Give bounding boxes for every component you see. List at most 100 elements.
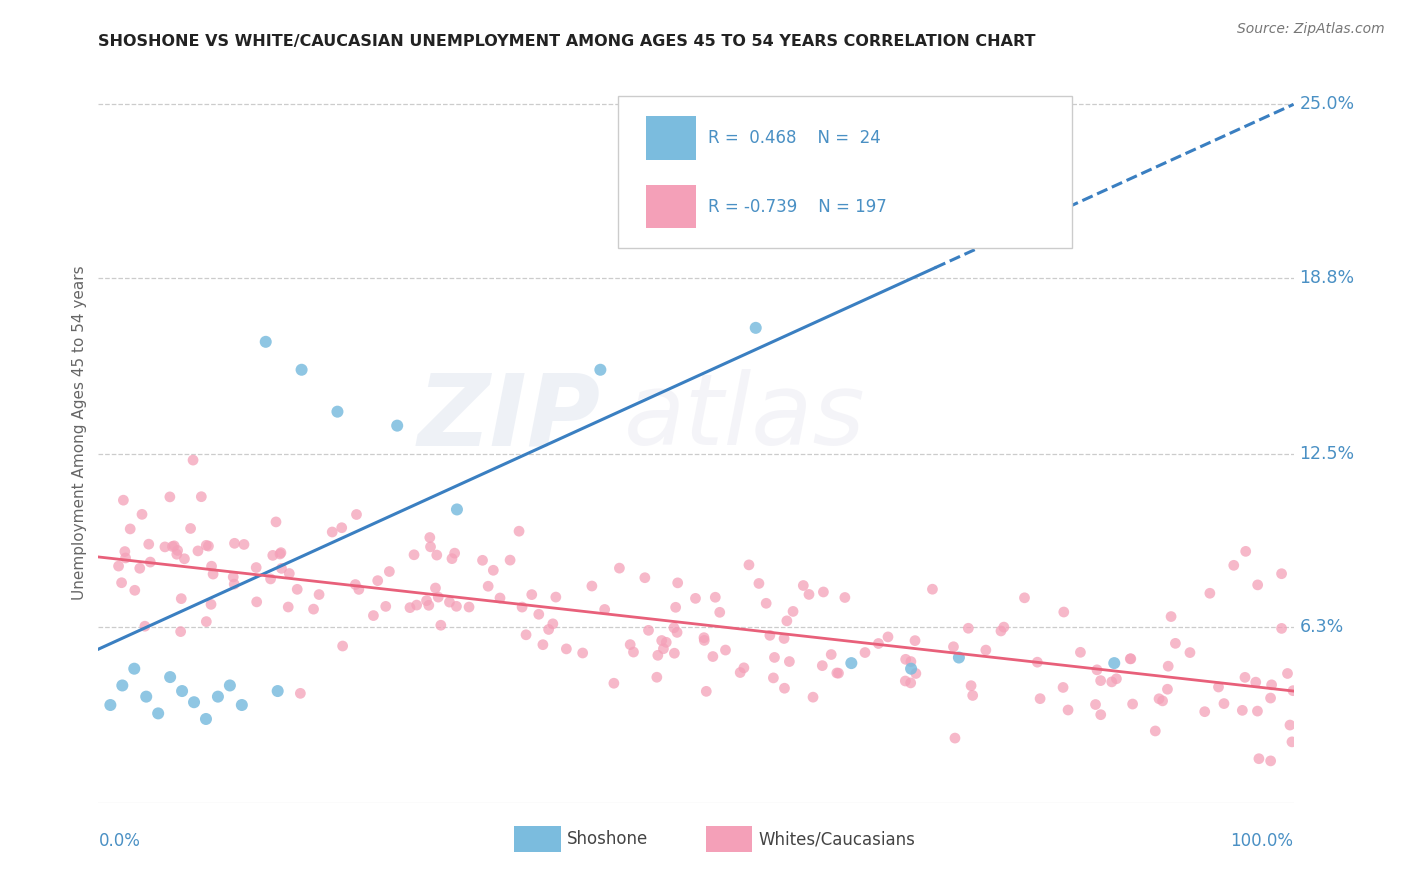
Point	[990, 624, 1012, 638]
Point	[1199, 586, 1222, 600]
Point	[254, 334, 277, 349]
Point	[107, 559, 129, 574]
Point	[200, 559, 222, 574]
Point	[259, 572, 281, 586]
Point	[1247, 578, 1270, 592]
Point	[138, 537, 160, 551]
Text: 0.0%: 0.0%	[98, 832, 141, 850]
Point	[1119, 652, 1142, 666]
Point	[290, 686, 312, 700]
Point	[321, 524, 343, 539]
Text: R =  0.468    N =  24: R = 0.468 N = 24	[709, 129, 880, 147]
Point	[477, 579, 499, 593]
Point	[571, 646, 593, 660]
Point	[374, 599, 396, 614]
Point	[114, 544, 136, 558]
FancyBboxPatch shape	[645, 185, 696, 228]
Point	[267, 684, 290, 698]
Point	[131, 508, 153, 522]
Point	[581, 579, 603, 593]
Point	[169, 624, 191, 639]
Text: 100.0%: 100.0%	[1230, 832, 1294, 850]
Point	[135, 690, 157, 704]
Point	[868, 636, 890, 650]
Point	[609, 561, 631, 575]
Point	[180, 521, 202, 535]
Point	[603, 676, 626, 690]
Point	[904, 666, 927, 681]
Point	[278, 566, 301, 581]
Point	[440, 551, 463, 566]
Point	[367, 574, 389, 588]
Point	[166, 547, 188, 561]
Point	[139, 555, 162, 569]
Point	[853, 646, 876, 660]
Point	[1152, 694, 1174, 708]
Point	[942, 640, 965, 654]
Point	[763, 650, 786, 665]
Point	[346, 508, 368, 522]
Point	[1260, 691, 1282, 706]
Point	[693, 631, 716, 645]
Point	[1053, 605, 1076, 619]
Point	[1278, 718, 1301, 732]
Point	[1246, 704, 1268, 718]
Point	[714, 643, 737, 657]
Point	[270, 561, 292, 575]
Point	[112, 493, 135, 508]
Point	[957, 621, 980, 635]
Point	[948, 650, 970, 665]
Point	[471, 553, 494, 567]
Point	[655, 635, 678, 649]
Point	[222, 570, 245, 584]
Point	[285, 582, 308, 597]
Point	[904, 633, 927, 648]
Point	[326, 405, 349, 419]
Point	[385, 418, 409, 433]
Point	[344, 577, 367, 591]
Point	[419, 531, 441, 545]
Point	[666, 575, 689, 590]
Point	[402, 548, 425, 562]
Point	[801, 690, 824, 705]
Text: Whites/Caucasians: Whites/Caucasians	[758, 830, 915, 848]
Point	[446, 599, 468, 614]
Point	[589, 363, 612, 377]
Point	[231, 698, 253, 712]
Point	[520, 588, 543, 602]
Point	[202, 567, 225, 582]
Point	[1281, 735, 1303, 749]
Point	[619, 638, 641, 652]
Point	[302, 602, 325, 616]
Point	[1085, 663, 1108, 677]
Point	[755, 596, 778, 610]
Point	[427, 590, 450, 604]
Point	[792, 578, 814, 592]
Point	[900, 662, 922, 676]
Text: 18.8%: 18.8%	[1299, 268, 1354, 286]
Point	[634, 571, 657, 585]
Point	[1069, 645, 1091, 659]
FancyBboxPatch shape	[706, 826, 752, 853]
Point	[1260, 678, 1282, 692]
Point	[1084, 698, 1107, 712]
Point	[695, 684, 717, 698]
Point	[224, 536, 246, 550]
Point	[728, 665, 751, 680]
Point	[1213, 697, 1236, 711]
Point	[537, 623, 560, 637]
Point	[693, 633, 716, 648]
Point	[900, 655, 922, 669]
Point	[1090, 673, 1112, 688]
Point	[195, 538, 218, 552]
Point	[1271, 621, 1294, 635]
Text: 12.5%: 12.5%	[1299, 444, 1354, 463]
Point	[499, 553, 522, 567]
Point	[200, 598, 222, 612]
Point	[1233, 670, 1256, 684]
Point	[120, 522, 142, 536]
Point	[960, 679, 983, 693]
Point	[1156, 682, 1178, 697]
Point	[183, 695, 205, 709]
Point	[430, 618, 453, 632]
